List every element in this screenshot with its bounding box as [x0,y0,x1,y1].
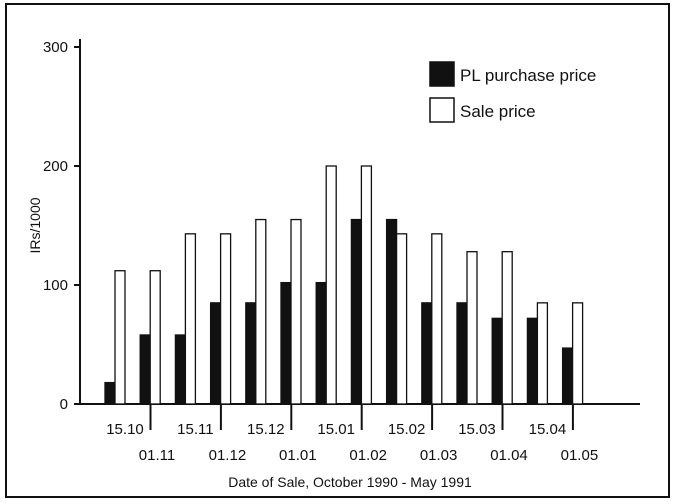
bar-sale-price [114,270,126,405]
bars [104,165,584,405]
legend-swatch-purchase [429,61,455,87]
chart-frame [5,3,670,498]
x-tick-label: 15.01 [317,421,355,438]
legend: PL purchase price Sale price [429,61,596,123]
y-tick-label: 300 [43,39,68,56]
x-tick-label: 01.05 [561,447,599,464]
bar-purchase-price [174,334,187,405]
y-tick-label: 100 [43,277,68,294]
x-tick-label: 15.04 [529,421,567,438]
bar-sale-price [536,302,549,405]
bar-purchase-price [104,381,116,405]
x-tick-label: 15.11 [177,421,213,438]
bar-purchase-price [209,302,222,405]
x-tick-label: 01.01 [279,447,317,464]
x-tick-label: 01.04 [490,447,528,464]
bar-sale-price [219,233,232,405]
x-tick-label: 15.10 [106,421,144,438]
legend-swatch-sale [429,97,455,123]
x-tick-label: 01.02 [349,447,387,464]
bar-purchase-price [280,281,292,405]
bar-purchase-price [350,218,363,405]
x-tick-label: 01.11 [139,447,175,464]
bar-sale-price [184,233,197,405]
bar-sale-price [395,233,408,405]
bar-purchase-price [421,302,433,405]
bar-purchase-price [245,302,257,405]
x-tick-label: 15.02 [388,421,426,438]
bar-sale-price [466,251,478,405]
x-tick-label: 01.03 [420,447,458,464]
bar-sale-price [360,165,373,405]
bar-purchase-price [526,317,539,405]
legend-label: Sale price [460,102,536,121]
bar-purchase-price [456,302,468,405]
x-axis-title: Date of Sale, October 1990 - May 1991 [228,474,472,490]
bar-purchase-price [491,317,503,405]
legend-label: PL purchase price [460,66,596,85]
bar-purchase-price [561,347,574,405]
bar-purchase-price [385,218,398,405]
bar-sale-price [149,270,161,405]
bar-sale-price [255,218,267,405]
bar-purchase-price [315,281,327,405]
bar-purchase-price [139,334,151,405]
bar-sale-price [325,165,337,405]
x-tick-label: 15.03 [458,421,496,438]
x-tick-label: 15.12 [247,421,285,438]
y-tick-label: 0 [60,396,68,413]
bar-sale-price [431,233,443,405]
x-tick-label: 01.12 [209,447,247,464]
bar-sale-price [571,302,584,405]
y-axis-title: IRs/1000 [27,197,43,253]
y-tick-label: 200 [43,158,68,175]
bar-sale-price [290,218,302,405]
labels: 0100200300IRs/100015.1001.1115.1101.1215… [27,39,598,490]
bar-sale-price [501,251,513,405]
